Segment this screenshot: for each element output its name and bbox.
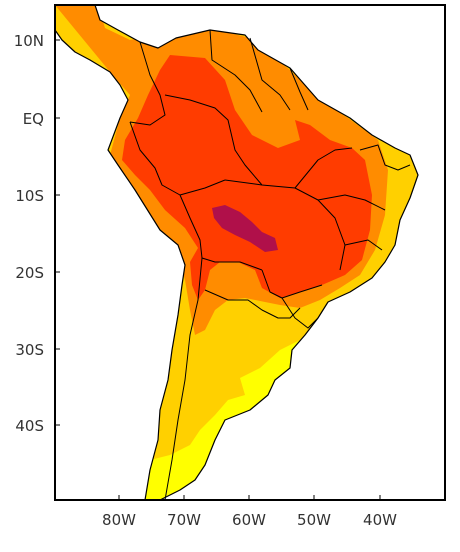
lon-label-50w: 50W	[297, 511, 331, 529]
border-line	[164, 94, 263, 186]
national-borders	[129, 29, 411, 501]
border-line	[294, 147, 353, 189]
border-line	[204, 289, 301, 319]
map-frame	[54, 4, 446, 501]
border-line	[209, 29, 263, 113]
lat-label-10n: 10N	[14, 32, 44, 50]
border-line	[249, 37, 291, 111]
region-level-4	[122, 55, 372, 300]
border-line	[359, 144, 411, 171]
lat-label-20s: 20S	[15, 264, 44, 282]
longitude-axis: 80W 70W 60W 50W 40W	[102, 495, 397, 529]
border-line	[344, 239, 383, 251]
region-level-5	[212, 205, 278, 252]
border-line	[129, 41, 166, 126]
border-line	[289, 67, 309, 111]
lat-label-30s: 30S	[15, 341, 44, 359]
border-line	[281, 297, 319, 329]
lon-label-40w: 40W	[363, 511, 397, 529]
lon-label-60w: 60W	[232, 511, 266, 529]
lat-label-eq: EQ	[23, 110, 44, 128]
lon-label-80w: 80W	[102, 511, 136, 529]
border-line	[129, 121, 226, 196]
border-line	[317, 194, 386, 211]
lon-label-70w: 70W	[167, 511, 201, 529]
lat-label-40s: 40S	[15, 417, 44, 435]
border-line	[164, 257, 203, 501]
lat-label-10s: 10S	[15, 187, 44, 205]
latitude-axis: 10N EQ 10S 20S 30S 40S	[14, 32, 60, 435]
coastline	[54, 4, 419, 501]
